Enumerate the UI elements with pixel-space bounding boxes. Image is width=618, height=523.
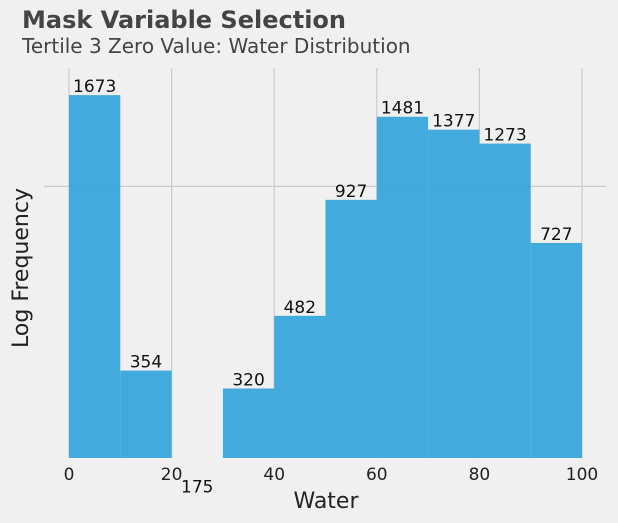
x-tick-label: 60 [366,465,388,485]
x-tick-label: 40 [263,465,285,485]
x-axis-label: Water [293,489,359,514]
x-tick-label: 20 [161,465,183,485]
chart-title: Mask Variable Selection [22,6,346,34]
histogram-bars [69,95,582,459]
histogram-bar [530,242,582,458]
bar-value-label: 175 [181,478,213,498]
histogram-bar [69,95,121,458]
bar-value-label: 727 [540,225,572,245]
histogram-bar [325,199,377,458]
bar-value-label: 1377 [432,112,475,132]
histogram-bar [376,116,429,459]
x-axis-tick-labels: 0 20 40 60 80 100 [64,465,599,485]
histogram-bar [428,129,480,459]
bar-value-label: 1673 [73,77,116,97]
bar-value-labels: 1673 354 175 320 482 927 1481 1377 1273 727 [73,77,573,497]
x-tick-label: 80 [469,465,491,485]
y-axis-label: Log Frequency [9,188,34,348]
bar-value-label: 354 [130,353,162,373]
histogram-bar [274,315,326,458]
histogram-bar [222,388,275,458]
histogram-bar [120,370,172,458]
bar-value-label: 482 [284,298,316,318]
bar-value-label: 927 [335,182,367,202]
bar-value-label: 1481 [381,99,424,119]
x-tick-label: 0 [64,465,75,485]
chart-subtitle: Tertile 3 Zero Value: Water Distribution [22,34,411,58]
bar-value-label: 1273 [483,126,526,146]
x-tick-label: 100 [566,465,598,485]
histogram-bar [479,143,531,458]
bar-value-label: 320 [232,370,264,390]
